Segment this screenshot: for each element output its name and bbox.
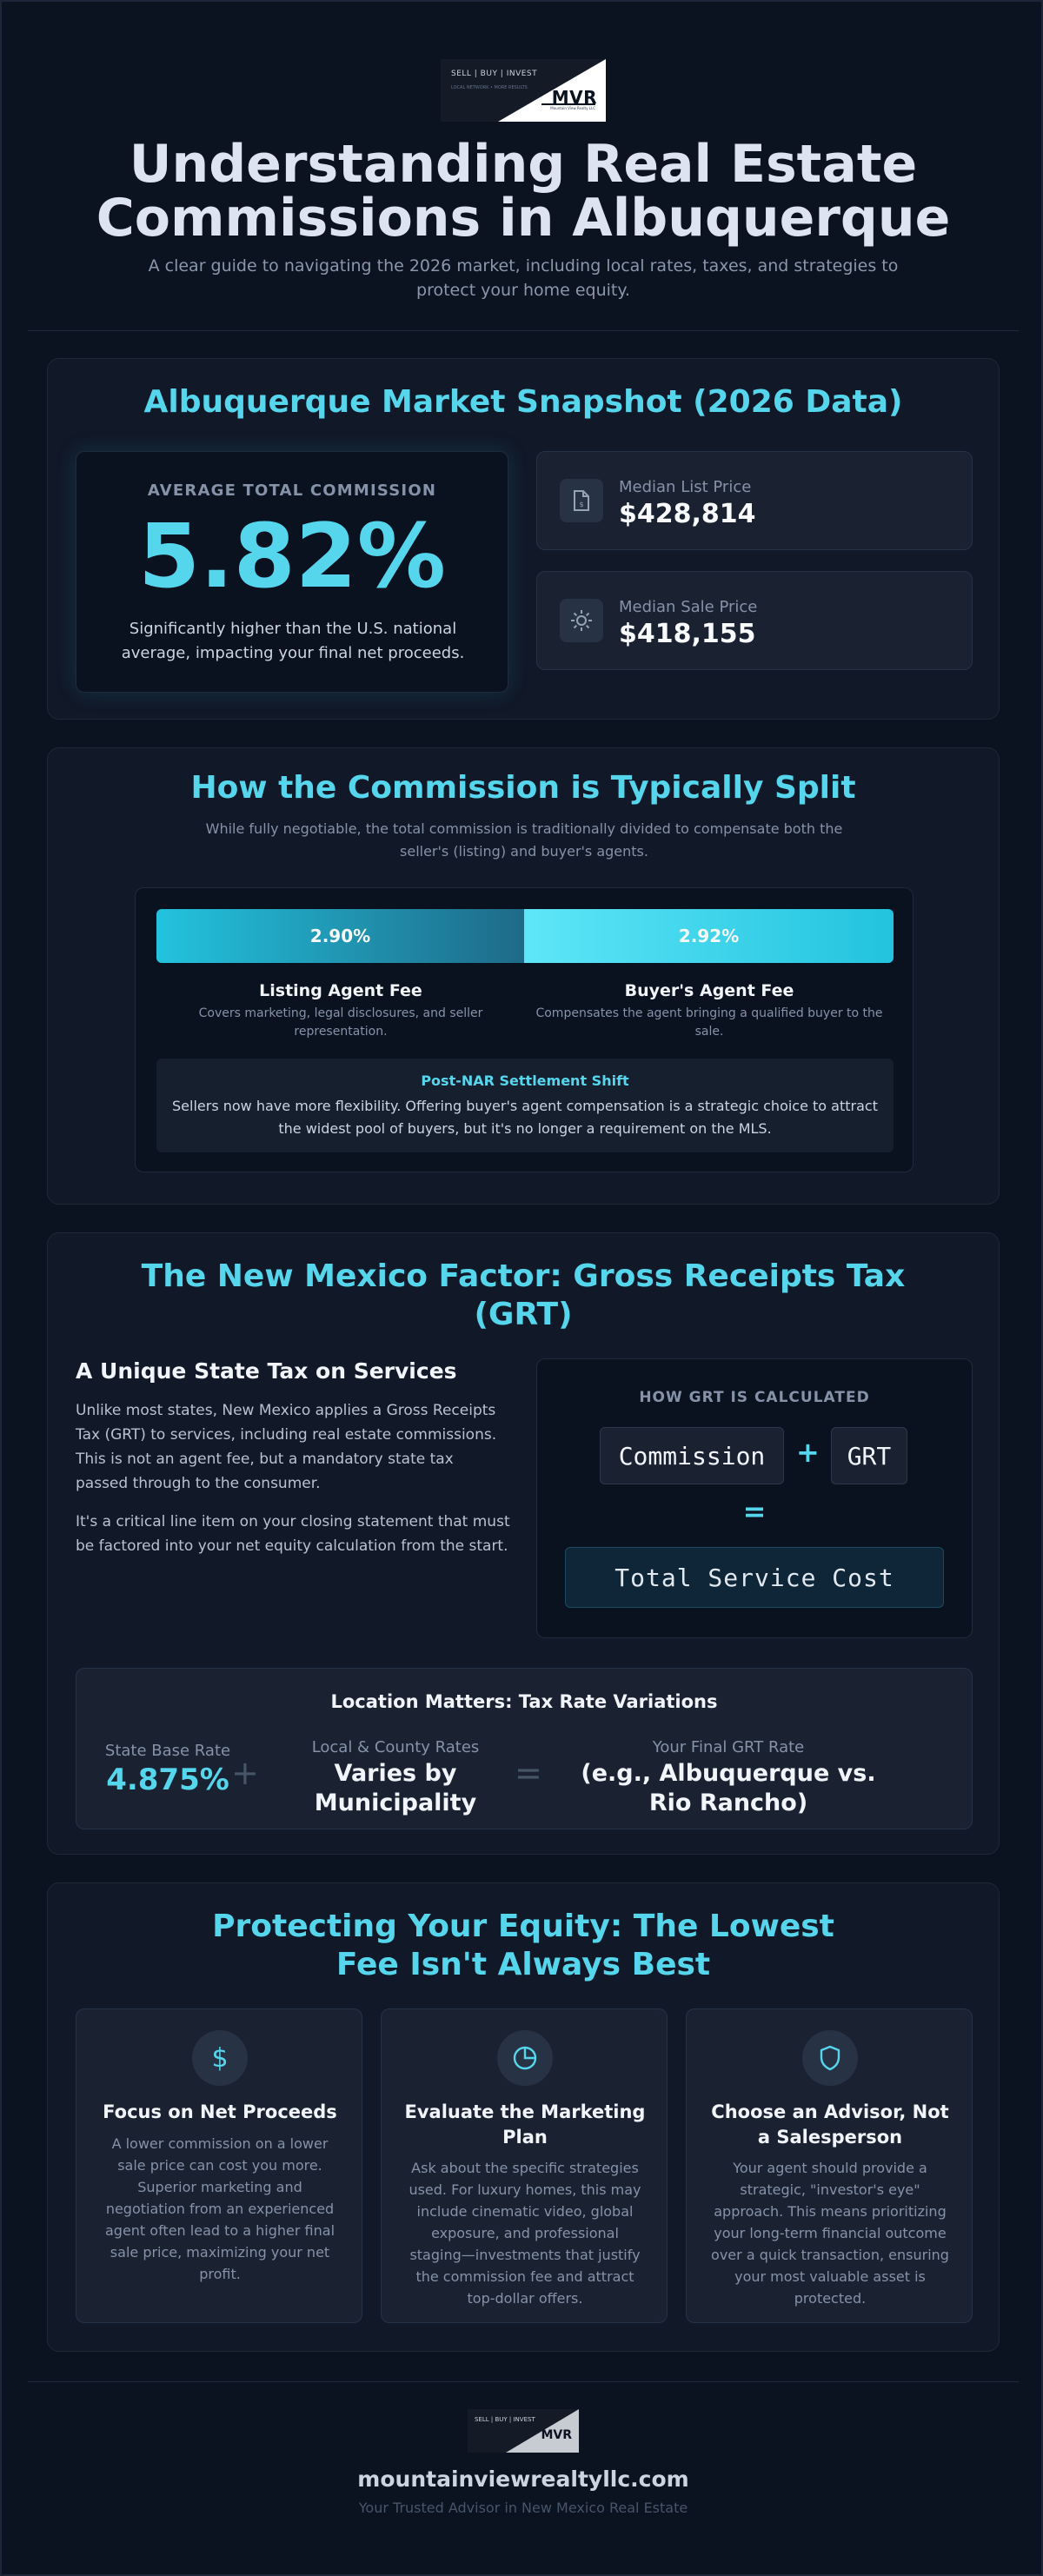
stat-value: $418,155 [619, 619, 756, 649]
fee-description: Compensates the agent bringing a qualifi… [535, 1006, 883, 1039]
section-title: The New Mexico Factor: Gross Receipts Ta… [141, 1258, 906, 1332]
tax-rate-variations-card: Location Matters: Tax Rate Variations St… [76, 1668, 973, 1829]
dollar-icon: $ [192, 2030, 248, 2086]
logo-shape [498, 59, 606, 122]
footer-logo: SELL | BUY | INVEST MVR [468, 2409, 579, 2453]
pie-chart-icon [497, 2030, 553, 2086]
stat-value: $428,814 [619, 499, 756, 529]
rate-label: State Base Rate [104, 1742, 231, 1760]
card-text: Your agent should provide a strategic, "… [711, 2160, 949, 2307]
grt-paragraph: It's a critical line item on your closin… [76, 1513, 510, 1555]
listing-fee-bar: 2.90% [156, 909, 524, 963]
average-commission-description: Significantly higher than the U.S. natio… [121, 620, 465, 662]
website-link[interactable]: mountainviewrealtyllc.com [357, 2466, 689, 2492]
rate-value: Varies by Municipality [314, 1760, 477, 1816]
note-text: Sellers now have more flexibility. Offer… [172, 1098, 878, 1137]
sun-icon [560, 599, 603, 642]
location-title: Location Matters: Tax Rate Variations [330, 1691, 718, 1712]
card-title: Choose an Advisor, Not a Salesperson [711, 2101, 949, 2148]
final-grt-rate: Your Final GRT Rate (e.g., Albuquerque v… [563, 1736, 894, 1818]
buyer-agent-fee: Buyer's Agent Fee Compensates the agent … [525, 979, 894, 1041]
logo-tagline: SELL | BUY | INVEST [451, 70, 538, 78]
commission-split-section: How the Commission is Typically Split Wh… [47, 747, 1000, 1205]
calculation-label: HOW GRT IS CALCULATED [639, 1389, 870, 1406]
footer-tagline: Your Trusted Advisor in New Mexico Real … [358, 2500, 688, 2516]
page-title: Understanding Real Estate Commissions in… [96, 134, 951, 249]
logo-divider [541, 103, 595, 105]
logo-subtagline: LOCAL NETWORK • MORE RESULTS [451, 85, 528, 90]
rate-value: (e.g., Albuquerque vs. Rio Rancho) [581, 1760, 876, 1816]
equals-sign: = [742, 1495, 767, 1528]
page-subtitle: A clear guide to navigating the 2026 mar… [148, 256, 899, 300]
plus-sign: + [796, 1436, 820, 1469]
commission-term: Commission [600, 1427, 784, 1484]
commission-split-panel: 2.90% 2.92% Listing Agent Fee Covers mar… [135, 887, 913, 1172]
footer-divider [28, 2381, 1019, 2382]
total-service-cost: Total Service Cost [565, 1547, 944, 1608]
section-subtitle: While fully negotiable, the total commis… [205, 820, 843, 860]
listing-agent-fee: Listing Agent Fee Covers marketing, lega… [156, 979, 525, 1041]
logo-shape [506, 2409, 579, 2453]
median-sale-price-card: Median Sale Price $418,155 [536, 571, 973, 670]
stat-label: Median List Price [619, 478, 752, 496]
logo-wordmark: MVR [541, 2428, 572, 2442]
section-title: Protecting Your Equity: The Lowest Fee I… [212, 1909, 834, 1982]
document-icon: $ [560, 479, 603, 522]
card-title: Evaluate the Marketing Plan [404, 2101, 646, 2148]
median-list-price-card: $ Median List Price $428,814 [536, 451, 973, 550]
svg-text:$: $ [211, 2043, 228, 2073]
stat-label: Median Sale Price [619, 598, 758, 616]
section-title: How the Commission is Typically Split [190, 770, 856, 806]
grt-term: GRT [831, 1427, 907, 1484]
logo-wordmark-sub: Mountain View Realty LLC [550, 106, 595, 110]
grt-section: The New Mexico Factor: Gross Receipts Ta… [47, 1232, 1000, 1855]
average-commission-card: AVERAGE TOTAL COMMISSION 5.82% Significa… [76, 451, 508, 693]
fee-title: Buyer's Agent Fee [624, 981, 794, 1000]
equals-sign: = [515, 1754, 542, 1792]
brand-logo: SELL | BUY | INVEST LOCAL NETWORK • MORE… [441, 59, 606, 122]
card-title: Focus on Net Proceeds [103, 2101, 337, 2122]
rate-label: Local & County Rates [311, 1738, 480, 1756]
net-proceeds-card: $ Focus on Net Proceeds A lower commissi… [76, 2008, 362, 2323]
rate-value: 4.875% [106, 1763, 229, 1797]
state-base-rate: State Base Rate 4.875% [94, 1740, 242, 1797]
grt-calculation-card: HOW GRT IS CALCULATED Commission + GRT =… [536, 1358, 973, 1638]
choose-advisor-card: Choose an Advisor, Not a Salesperson You… [686, 2008, 973, 2323]
average-commission-value: 5.82% [138, 505, 446, 608]
header-divider [28, 330, 1019, 331]
svg-text:$: $ [579, 501, 583, 508]
plus-sign: + [231, 1754, 259, 1792]
card-text: Ask about the specific strategies used. … [409, 2160, 641, 2307]
average-commission-label: AVERAGE TOTAL COMMISSION [147, 481, 437, 500]
rate-label: Your Final GRT Rate [652, 1738, 805, 1756]
market-snapshot-section: Albuquerque Market Snapshot (2026 Data) … [47, 358, 1000, 720]
post-nar-note: Post-NAR Settlement Shift Sellers now ha… [156, 1059, 894, 1152]
protect-equity-section: Protecting Your Equity: The Lowest Fee I… [47, 1882, 1000, 2352]
marketing-plan-card: Evaluate the Marketing Plan Ask about th… [381, 2008, 668, 2323]
note-title: Post-NAR Settlement Shift [421, 1072, 629, 1089]
logo-tagline: SELL | BUY | INVEST [475, 2416, 535, 2423]
fee-description: Covers marketing, legal disclosures, and… [198, 1006, 483, 1039]
shield-icon [802, 2030, 858, 2086]
grt-paragraph: Unlike most states, New Mexico applies a… [76, 1402, 497, 1492]
local-county-rates: Local & County Rates Varies by Municipal… [282, 1736, 509, 1818]
buyer-fee-bar: 2.92% [524, 909, 894, 963]
grt-heading: A Unique State Tax on Services [76, 1358, 457, 1384]
fee-title: Listing Agent Fee [259, 981, 422, 1000]
card-text: A lower commission on a lower sale price… [104, 2135, 335, 2282]
section-title: Albuquerque Market Snapshot (2026 Data) [143, 384, 903, 420]
